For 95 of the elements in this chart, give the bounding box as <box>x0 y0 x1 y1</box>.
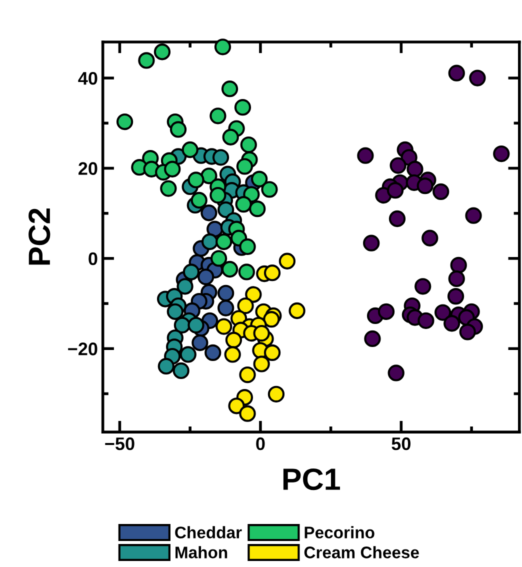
point <box>237 297 254 314</box>
point <box>250 170 268 188</box>
point <box>465 207 482 224</box>
legend-label: Mahon <box>176 546 228 558</box>
point <box>216 233 232 250</box>
point <box>210 108 226 124</box>
point <box>160 180 177 197</box>
point <box>239 238 256 256</box>
point <box>406 160 424 178</box>
y-axis-title: PC2 <box>28 208 50 265</box>
point <box>378 303 395 320</box>
point <box>182 264 200 280</box>
point <box>386 182 404 199</box>
point <box>422 230 438 246</box>
point <box>418 312 434 329</box>
point <box>221 80 238 98</box>
point <box>240 136 257 154</box>
point <box>263 310 280 328</box>
point <box>264 264 281 282</box>
point <box>388 210 406 228</box>
legend-label: Pecorino <box>304 526 374 538</box>
point <box>249 200 266 218</box>
point <box>225 332 242 348</box>
point <box>218 300 234 316</box>
point <box>164 160 181 178</box>
point <box>288 302 306 320</box>
point <box>278 252 296 270</box>
y-tick-label: 0 <box>88 252 98 266</box>
point <box>447 288 464 305</box>
point <box>236 158 254 175</box>
point <box>200 204 218 222</box>
point <box>188 172 204 188</box>
point <box>201 233 218 250</box>
point <box>221 260 238 278</box>
point <box>212 149 230 166</box>
point <box>459 324 476 340</box>
y-tick-label: −20 <box>68 342 98 356</box>
point <box>469 70 486 86</box>
point <box>204 344 222 362</box>
y-tick-label: 40 <box>78 72 98 85</box>
y-tick-label: 20 <box>78 162 98 175</box>
point <box>166 303 184 320</box>
point <box>390 157 406 174</box>
point <box>180 346 196 363</box>
point <box>222 128 239 146</box>
legend-label: Cheddar <box>175 526 242 538</box>
point <box>357 147 374 164</box>
point <box>210 186 226 204</box>
point <box>239 366 256 384</box>
point <box>182 141 198 158</box>
point <box>228 398 245 414</box>
point <box>364 330 381 348</box>
x-tick-label: 50 <box>392 437 410 450</box>
point <box>414 278 432 295</box>
point <box>416 177 434 194</box>
x-axis-title: PC1 <box>283 468 340 490</box>
point <box>198 268 214 286</box>
point <box>253 356 270 372</box>
point <box>214 38 232 56</box>
point <box>493 145 510 162</box>
point <box>238 264 255 280</box>
point <box>216 318 232 335</box>
point <box>188 316 204 334</box>
point <box>138 52 155 69</box>
point <box>176 278 194 295</box>
point <box>239 405 256 422</box>
point <box>450 256 467 274</box>
point <box>170 121 187 138</box>
point <box>235 196 252 213</box>
x-tick-label: 0 <box>256 437 265 450</box>
point <box>434 304 452 321</box>
point <box>448 270 465 288</box>
point <box>172 362 190 380</box>
point <box>253 324 270 342</box>
point <box>158 358 174 375</box>
point <box>388 364 404 382</box>
point <box>245 286 262 303</box>
point <box>190 192 208 209</box>
point <box>192 334 208 352</box>
point <box>264 344 281 362</box>
point <box>432 183 450 200</box>
x-tick-label: −50 <box>105 437 134 450</box>
point <box>218 284 234 302</box>
point <box>363 234 380 252</box>
legend-label: Cream Cheese <box>304 546 419 558</box>
point <box>444 315 460 332</box>
point <box>154 44 171 60</box>
point <box>218 201 234 218</box>
point <box>268 386 285 402</box>
point <box>261 181 278 198</box>
point <box>448 64 465 82</box>
point <box>210 250 228 267</box>
point <box>116 113 134 130</box>
point <box>224 346 241 363</box>
point <box>234 99 252 116</box>
